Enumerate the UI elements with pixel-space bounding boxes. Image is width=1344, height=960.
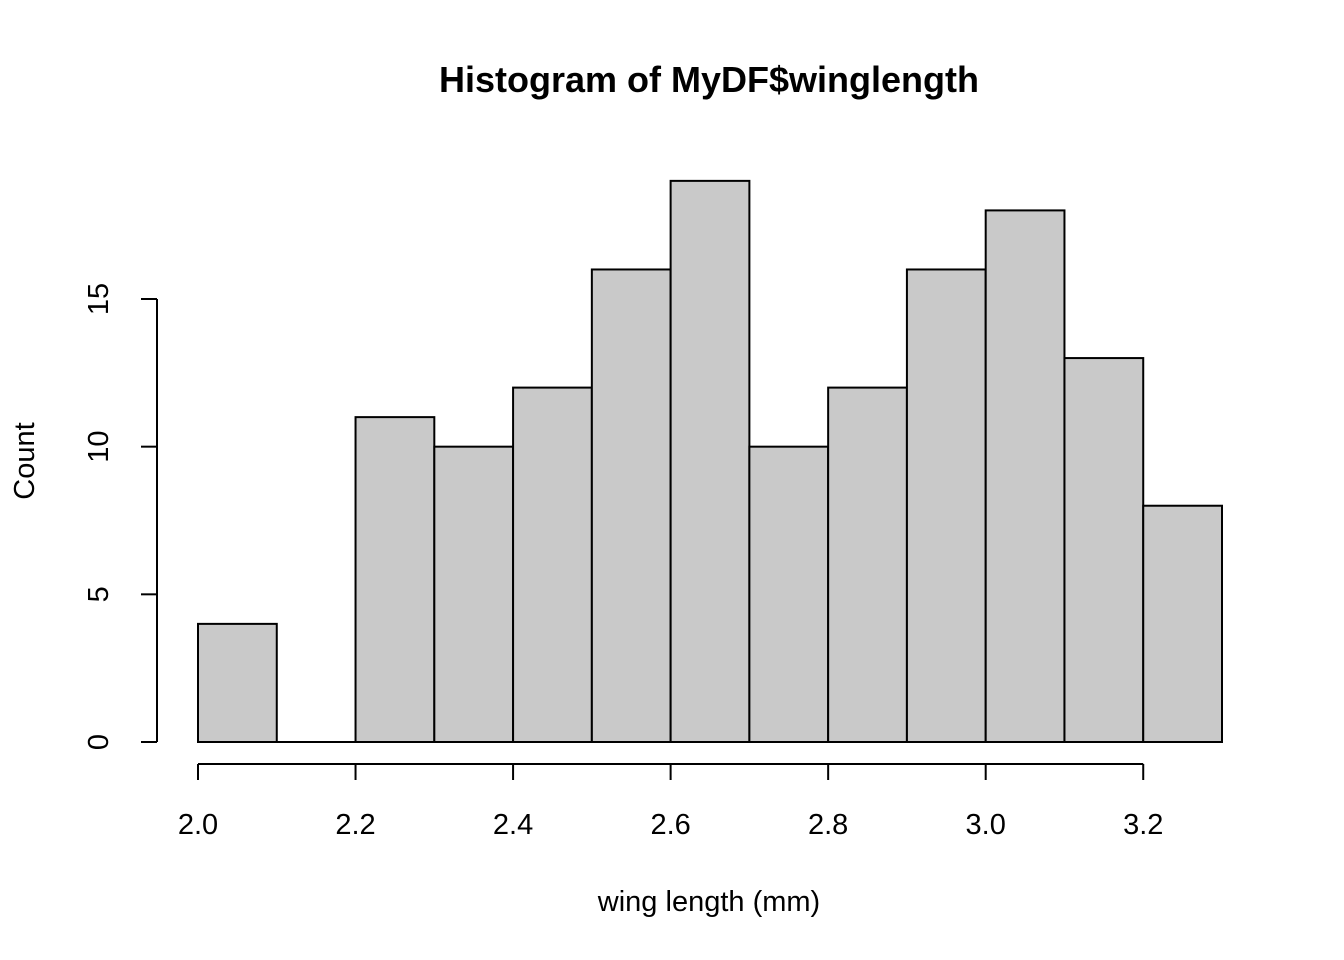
y-tick-label: 0 (83, 734, 115, 750)
y-tick-label: 15 (83, 283, 115, 315)
x-tick-label: 2.6 (650, 809, 690, 841)
x-axis-label: wing length (mm) (597, 886, 820, 918)
y-axis-label: Count (9, 422, 41, 499)
y-ticks-group: 0 5 10 15 (83, 283, 157, 750)
x-tick-label: 2.4 (493, 809, 533, 841)
histogram-bar (590, 268, 672, 743)
histogram-bar (669, 179, 751, 743)
histogram-bar (1063, 357, 1145, 743)
histogram-bar (984, 209, 1066, 743)
histogram-bar (905, 268, 987, 743)
chart-title: Histogram of MyDF$winglength (439, 59, 979, 100)
histogram-bar (748, 445, 830, 743)
histogram-bar (512, 386, 593, 743)
histogram-bar (827, 386, 908, 743)
histogram-bar (354, 416, 436, 743)
histogram-bar (1142, 504, 1223, 744)
bars-group (197, 179, 1223, 744)
histogram-bar (197, 622, 278, 743)
x-tick-label: 3.2 (1123, 809, 1163, 841)
y-tick-label: 5 (83, 586, 115, 602)
x-tick-label: 2.0 (178, 809, 218, 841)
x-ticks-group: 2.0 2.2 2.4 2.6 2.8 3.0 3.2 (178, 764, 1163, 841)
x-tick-label: 2.2 (335, 809, 375, 841)
histogram-bar (433, 445, 515, 743)
y-tick-label: 10 (83, 431, 115, 463)
x-tick-label: 3.0 (966, 809, 1006, 841)
x-tick-label: 2.8 (808, 809, 848, 841)
